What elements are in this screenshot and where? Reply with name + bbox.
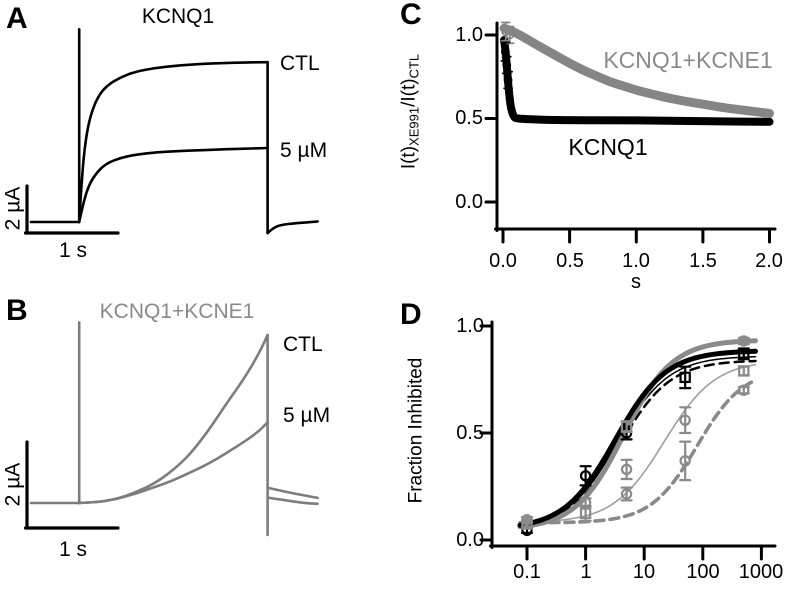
panel-a: A KCNQ1 CTL 5 µM 2 µA 1 s bbox=[0, 0, 392, 296]
panel-c-ytick-label: 0.5 bbox=[455, 107, 483, 129]
panel-d-letter: D bbox=[400, 298, 422, 331]
panel-c-xtick-label: 0.5 bbox=[556, 250, 584, 272]
panel-b-vscale-label: 2 µA bbox=[1, 462, 25, 507]
panel-b-hscale-label: 1 s bbox=[58, 538, 87, 561]
panel-c-xtick-label: 2.0 bbox=[755, 250, 783, 272]
panel-c-xtick-label: 1.5 bbox=[689, 250, 717, 272]
panel-b-ctl-label: CTL bbox=[283, 333, 323, 356]
panel-a-plot bbox=[23, 28, 319, 235]
panel-d-xtick-label: 100 bbox=[686, 561, 720, 583]
panel-b-dose-label: 5 µM bbox=[283, 404, 331, 427]
panel-d-y-axis-label: Fraction Inhibited bbox=[405, 357, 427, 504]
panel-c-xtick-label: 0.0 bbox=[489, 250, 517, 272]
panel-d-xtick-label: 1 bbox=[580, 561, 592, 583]
panel-c-y-axis-label: I(t)XE991/I(t)CTL bbox=[398, 17, 422, 207]
panel-d-plot bbox=[479, 320, 777, 561]
panel-a-letter: A bbox=[6, 2, 28, 35]
panel-c-plot bbox=[484, 21, 777, 244]
panel-d-xtick-label: 1000 bbox=[738, 561, 784, 583]
panel-d-xtick-label: 0.1 bbox=[513, 561, 541, 583]
panel-a-ctl-label: CTL bbox=[280, 52, 320, 75]
panel-c-series-label-kcne1: KCNQ1+KCNE1 bbox=[603, 47, 773, 73]
panel-d-ytick-label: 0.0 bbox=[456, 529, 484, 551]
panel-c-ytick-label: 0.0 bbox=[455, 191, 483, 213]
ylabel-sub-xe991: XE991 bbox=[406, 106, 422, 146]
panel-c: C I(t)XE991/I(t)CTL 1.0 0.5 0.0 0.0 0.5 … bbox=[392, 0, 785, 296]
panel-c-ytick-label: 1.0 bbox=[455, 24, 483, 46]
panel-d-xtick-label: 10 bbox=[632, 561, 656, 583]
panel-c-x-axis-label: s bbox=[631, 271, 641, 293]
panel-a-title: KCNQ1 bbox=[141, 5, 215, 28]
panel-c-letter: C bbox=[400, 0, 422, 31]
ylabel-part: I(t) bbox=[398, 145, 420, 170]
panel-b: B KCNQ1+KCNE1 CTL 5 µM 2 µA 1 s bbox=[0, 296, 392, 593]
ylabel-part: /I(t) bbox=[398, 78, 420, 107]
ylabel-sub-ctl: CTL bbox=[406, 53, 422, 79]
panel-a-vscale-label: 2 µA bbox=[1, 186, 25, 231]
panel-d: D Fraction Inhibited 1.0 0.5 0.0 0.1 1 1… bbox=[392, 296, 785, 593]
panel-a-hscale-label: 1 s bbox=[58, 239, 87, 262]
panel-d-ytick-label: 0.5 bbox=[456, 422, 484, 444]
panel-c-xtick-label: 1.0 bbox=[622, 250, 650, 272]
panel-b-letter: B bbox=[6, 294, 28, 327]
panel-d-ytick-label: 1.0 bbox=[456, 315, 484, 337]
panel-b-title: KCNQ1+KCNE1 bbox=[99, 300, 255, 323]
panel-b-plot bbox=[23, 321, 319, 537]
panel-a-dose-label: 5 µM bbox=[280, 139, 328, 162]
panel-c-series-label-kcnq1: KCNQ1 bbox=[568, 134, 648, 160]
